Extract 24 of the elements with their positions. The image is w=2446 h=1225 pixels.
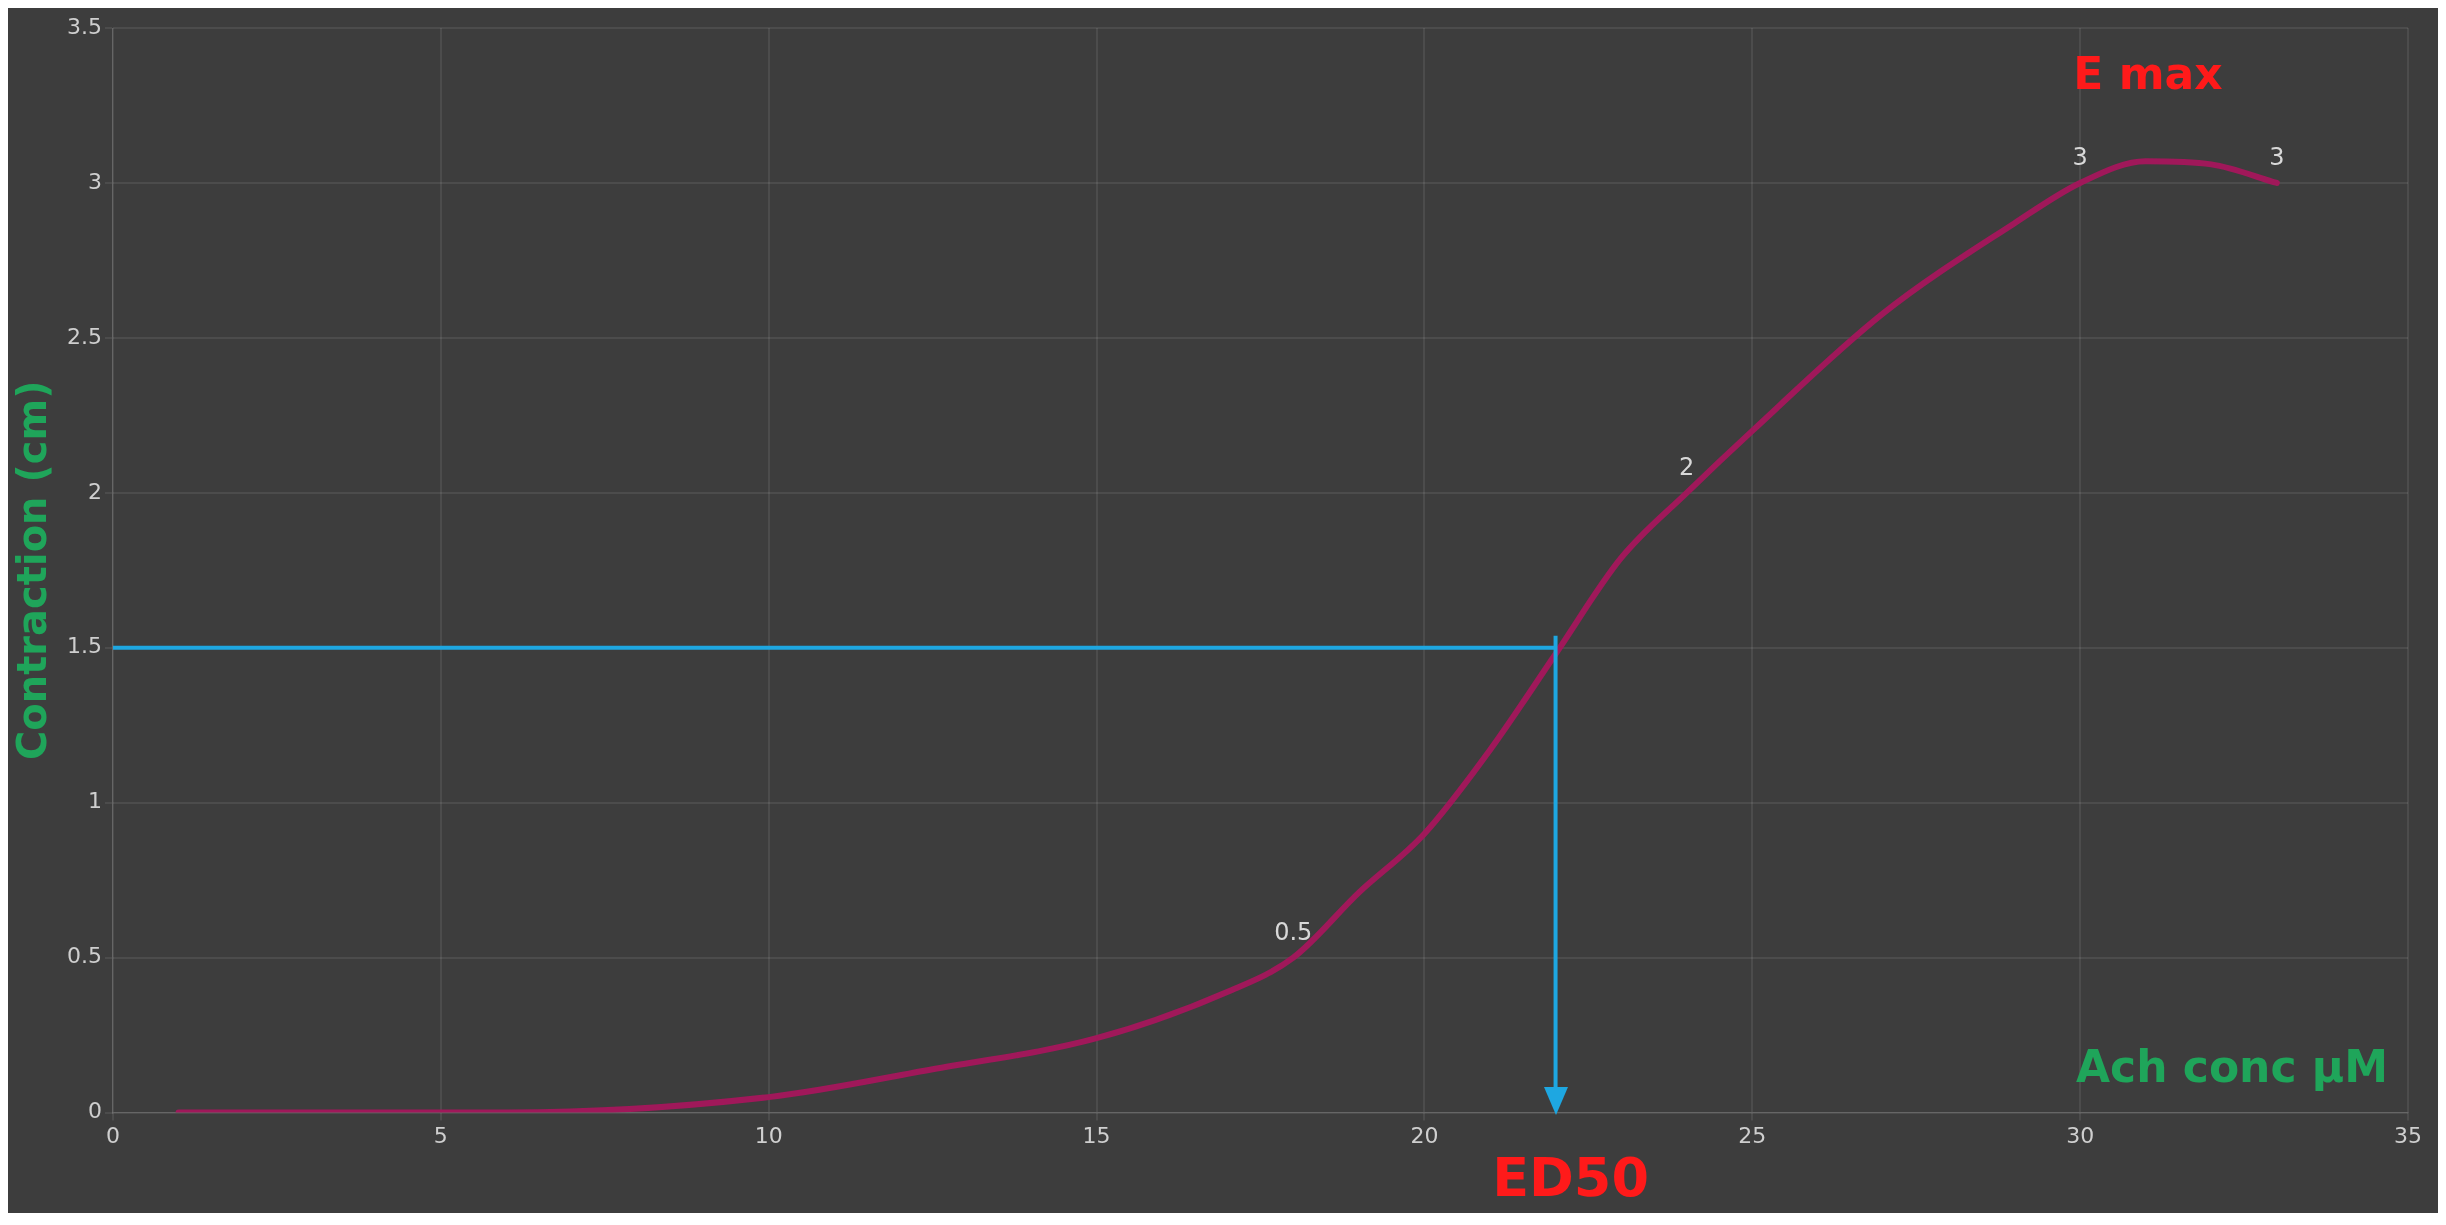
data-label: 0.5 (1274, 917, 1313, 946)
x-tick-label: 5 (433, 1122, 448, 1148)
x-tick-label: 10 (754, 1122, 783, 1148)
data-label: 3 (2072, 143, 2088, 172)
x-axis-title: Ach conc µM (2076, 1041, 2388, 1093)
y-tick-label: 2 (87, 478, 102, 504)
y-tick-label: 1 (87, 788, 102, 814)
x-tick-label: 15 (1082, 1122, 1111, 1148)
ref-line-label: ED50 (1492, 1145, 1649, 1209)
x-tick-label: 30 (2066, 1122, 2095, 1148)
y-tick-label: 0.5 (66, 943, 102, 969)
x-tick-label: 25 (1738, 1122, 1767, 1148)
data-label: 3 (2269, 143, 2285, 172)
data-label: 2 (1679, 453, 1695, 482)
y-tick-label: 3.5 (66, 13, 102, 39)
x-tick-label: 35 (2394, 1122, 2422, 1148)
x-tick-label: 0 (105, 1122, 120, 1148)
x-tick-label: 20 (1410, 1122, 1439, 1148)
y-tick-label: 3 (87, 168, 102, 194)
y-tick-label: 0 (87, 1098, 102, 1124)
y-tick-label: 1.5 (66, 633, 102, 659)
annotation: E max (2073, 48, 2223, 100)
y-axis-title: Contraction (cm) (9, 380, 56, 761)
y-tick-label: 2.5 (66, 323, 102, 349)
